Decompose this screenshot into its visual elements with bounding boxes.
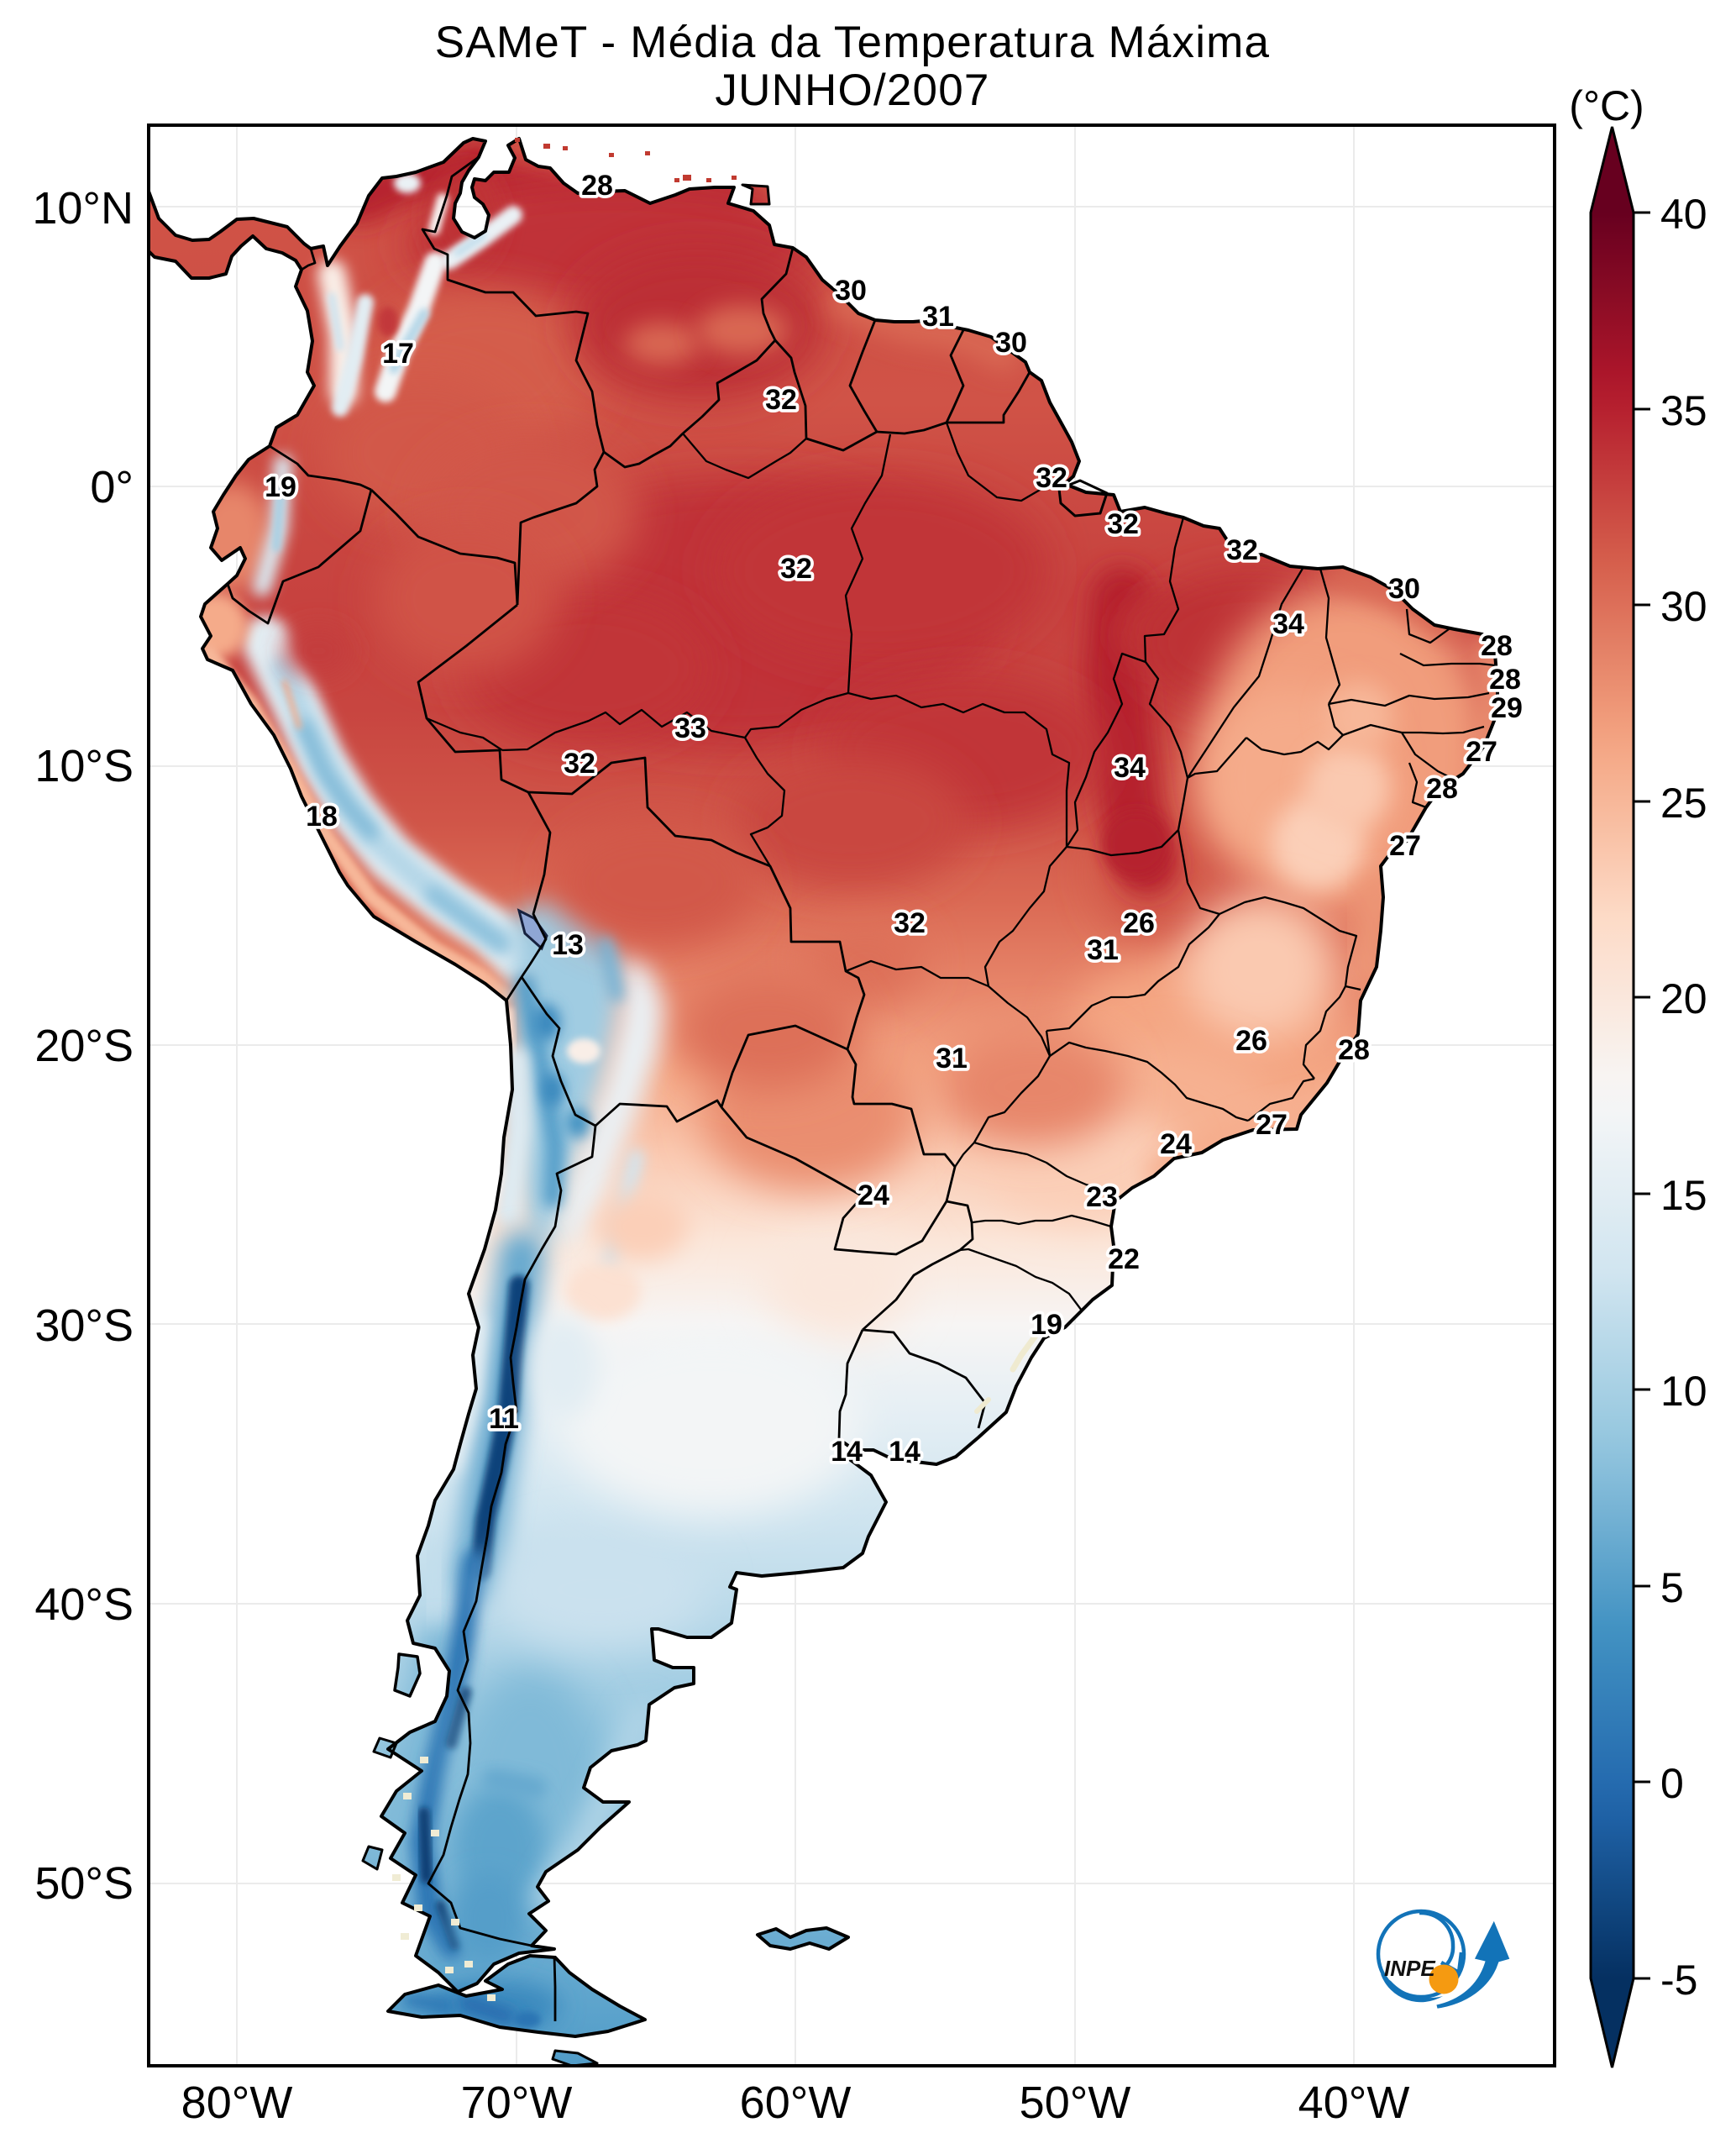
svg-text:29: 29 [1491, 692, 1523, 724]
svg-text:19: 19 [265, 471, 296, 503]
svg-text:27: 27 [1466, 736, 1497, 768]
svg-text:28: 28 [581, 170, 613, 202]
svg-text:60°W: 60°W [740, 2078, 852, 2128]
svg-text:30°S: 30°S [34, 1300, 134, 1351]
svg-text:SAMeT - Média da Temperatura M: SAMeT - Média da Temperatura Máxima [435, 18, 1270, 67]
svg-text:13: 13 [552, 929, 584, 961]
svg-text:50°S: 50°S [34, 1858, 134, 1909]
svg-text:32: 32 [780, 553, 812, 585]
svg-text:32: 32 [1107, 508, 1139, 540]
svg-text:27: 27 [1389, 830, 1421, 862]
svg-text:22: 22 [1108, 1243, 1140, 1275]
svg-text:33: 33 [674, 712, 706, 744]
svg-text:27: 27 [1256, 1109, 1288, 1141]
svg-text:80°W: 80°W [181, 2078, 293, 2128]
svg-text:28: 28 [1426, 773, 1458, 805]
svg-text:32: 32 [765, 384, 797, 416]
svg-text:15: 15 [1660, 1172, 1707, 1219]
svg-text:INPE: INPE [1384, 1956, 1435, 1981]
svg-text:10: 10 [1660, 1368, 1707, 1415]
svg-text:28: 28 [1481, 630, 1513, 662]
svg-text:25: 25 [1660, 780, 1707, 827]
svg-text:19: 19 [1031, 1309, 1062, 1341]
svg-text:32: 32 [1036, 462, 1067, 494]
svg-text:31: 31 [1087, 934, 1119, 966]
svg-text:30: 30 [1388, 573, 1420, 605]
svg-text:50°W: 50°W [1020, 2078, 1131, 2128]
svg-text:14: 14 [831, 1436, 863, 1468]
svg-text:24: 24 [1160, 1128, 1192, 1160]
svg-text:0: 0 [1660, 1760, 1684, 1807]
svg-text:(°C): (°C) [1569, 82, 1644, 129]
svg-text:23: 23 [1086, 1181, 1118, 1213]
svg-text:11: 11 [489, 1403, 519, 1435]
svg-text:31: 31 [922, 301, 954, 333]
svg-text:26: 26 [1123, 907, 1155, 939]
svg-text:28: 28 [1489, 664, 1521, 696]
svg-text:70°W: 70°W [461, 2078, 573, 2128]
svg-text:32: 32 [1226, 534, 1258, 566]
svg-text:34: 34 [1114, 752, 1146, 784]
svg-text:10°S: 10°S [34, 741, 134, 791]
svg-text:20°S: 20°S [34, 1021, 134, 1071]
svg-text:40°W: 40°W [1298, 2078, 1410, 2128]
svg-text:30: 30 [995, 327, 1027, 359]
svg-text:14: 14 [889, 1436, 920, 1468]
svg-text:24: 24 [858, 1179, 889, 1211]
svg-text:31: 31 [936, 1043, 968, 1074]
svg-text:5: 5 [1660, 1564, 1684, 1611]
svg-text:34: 34 [1272, 608, 1304, 640]
svg-text:32: 32 [564, 748, 595, 780]
svg-text:30: 30 [835, 275, 867, 307]
svg-text:17: 17 [382, 338, 414, 370]
svg-text:40°S: 40°S [34, 1579, 134, 1630]
svg-text:32: 32 [894, 907, 926, 939]
svg-text:35: 35 [1660, 387, 1707, 434]
svg-text:30: 30 [1660, 583, 1707, 630]
svg-text:28: 28 [1338, 1034, 1370, 1066]
svg-text:-5: -5 [1660, 1957, 1697, 2004]
svg-text:18: 18 [306, 801, 338, 833]
svg-text:JUNHO/2007: JUNHO/2007 [715, 66, 989, 115]
svg-text:10°N: 10°N [32, 183, 134, 234]
svg-text:0°: 0° [90, 462, 134, 512]
svg-text:40: 40 [1660, 191, 1707, 238]
svg-text:20: 20 [1660, 975, 1707, 1022]
svg-text:26: 26 [1235, 1025, 1267, 1057]
